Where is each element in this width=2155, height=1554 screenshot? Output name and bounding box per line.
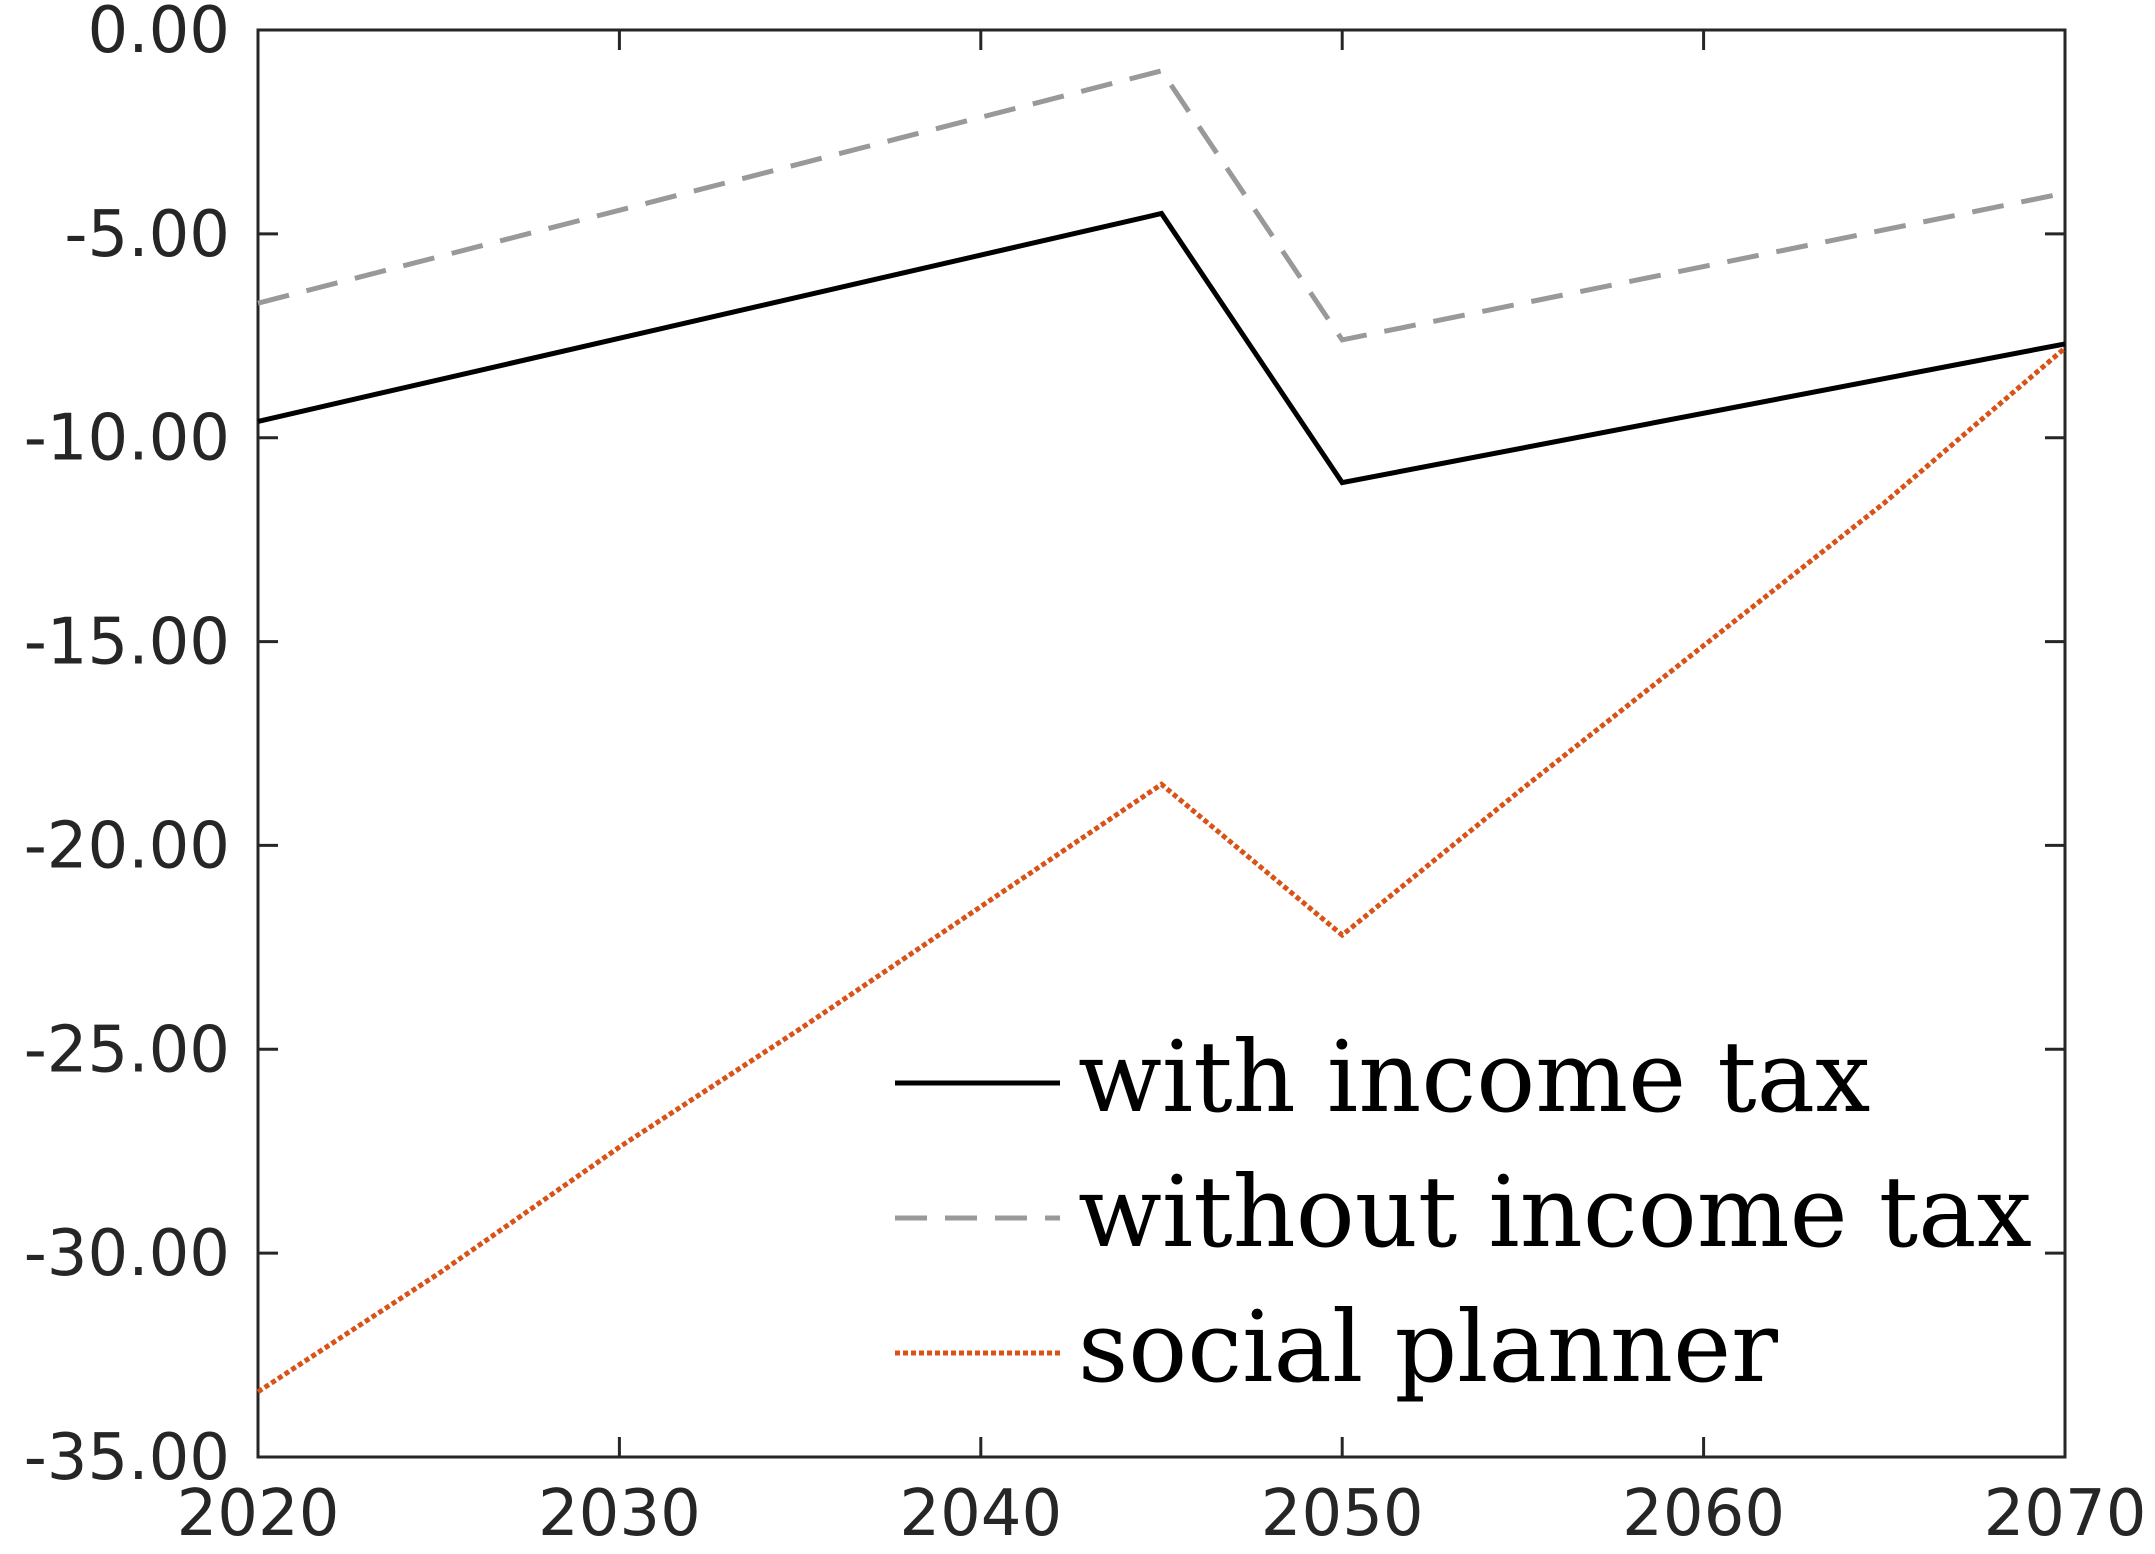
- x-tick-label: 2040: [899, 1477, 1062, 1551]
- series-line-social-planner: [256, 346, 2067, 1394]
- axes: 0.00 -5.00 -10.00 -15.00 -20.00 -25.00 -30.00 -…: [24, 0, 2147, 1551]
- y-tick-label: -35.00: [24, 1421, 230, 1495]
- series-line-without-income-tax: [257, 67, 2066, 343]
- x-tick-label: 2070: [1984, 1477, 2147, 1551]
- x-tick-label: 2030: [538, 1477, 701, 1551]
- y-tick-label: -5.00: [64, 198, 230, 272]
- legend: with income tax without income tax social …: [895, 1021, 2032, 1405]
- legend-label: without income tax: [1078, 1156, 2032, 1270]
- x-tick-label: 2050: [1261, 1477, 1424, 1551]
- series-lines: [256, 67, 2067, 1394]
- y-tick-label: -20.00: [24, 809, 230, 883]
- legend-label: with income tax: [1078, 1021, 1870, 1135]
- y-tick-label: -15.00: [24, 606, 230, 680]
- y-tick-label: -30.00: [24, 1217, 230, 1291]
- y-tick-label: -10.00: [24, 402, 230, 476]
- y-tick-label: -25.00: [24, 1013, 230, 1087]
- x-tick-label: 2060: [1622, 1477, 1785, 1551]
- series-line-with-income-tax: [257, 210, 2066, 486]
- y-tick-label: 0.00: [88, 0, 231, 68]
- plot-frame: [256, 28, 2067, 1459]
- legend-label: social planner: [1078, 1291, 1778, 1405]
- x-tick-label: 2020: [177, 1477, 340, 1551]
